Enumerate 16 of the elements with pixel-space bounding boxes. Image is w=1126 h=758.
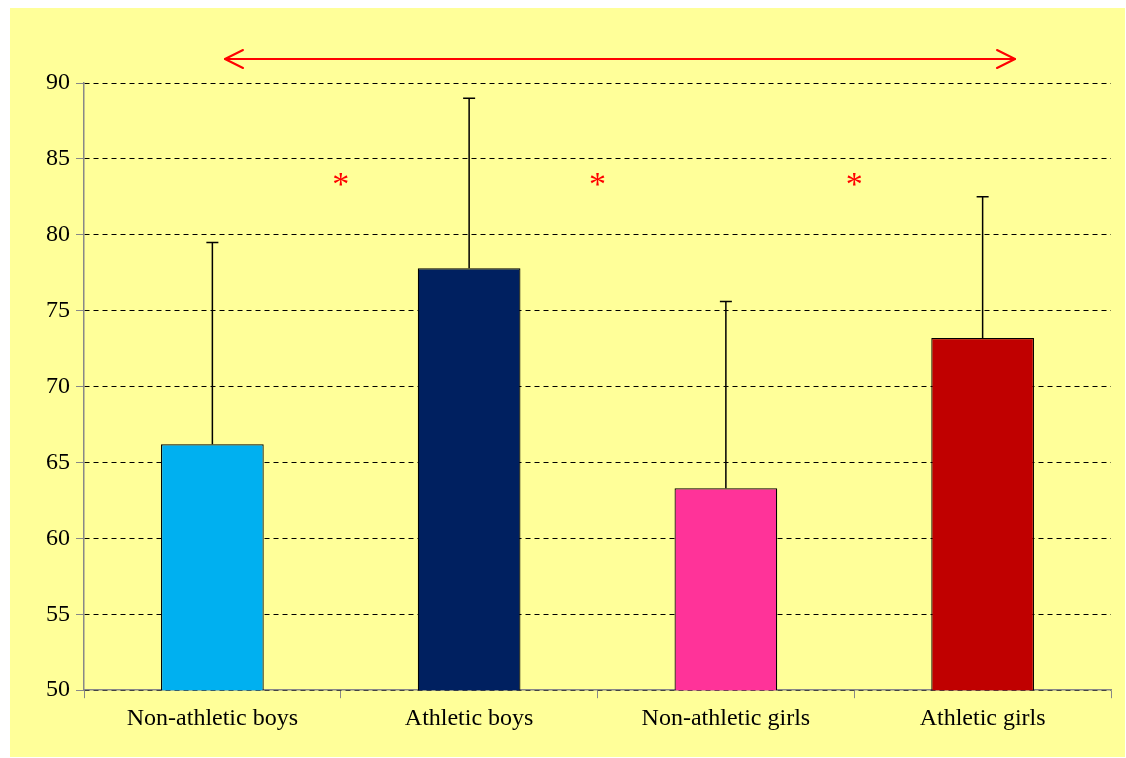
annotation: * bbox=[845, 165, 863, 203]
y-tick-label: 85 bbox=[46, 144, 70, 171]
y-tick-label: 90 bbox=[46, 68, 70, 95]
y-tick-label: 75 bbox=[46, 296, 70, 322]
y-tick-label: 65 bbox=[46, 447, 70, 474]
annotation: * bbox=[332, 165, 350, 203]
annotation: * bbox=[589, 165, 606, 203]
y-tick-label: 80 bbox=[46, 220, 70, 247]
y-tick-label: 55 bbox=[46, 599, 70, 626]
x-tick-label: Non-athletic girls bbox=[641, 703, 811, 730]
y-tick-label: 70 bbox=[46, 371, 70, 398]
x-tick-label: Athletic girls bbox=[919, 703, 1046, 730]
x-tick-label: Athletic boys bbox=[404, 703, 534, 730]
y-tick-label: 60 bbox=[46, 523, 70, 550]
x-tick-label: Non-athletic boys bbox=[126, 703, 299, 730]
y-tick-label: 50 bbox=[46, 675, 70, 702]
